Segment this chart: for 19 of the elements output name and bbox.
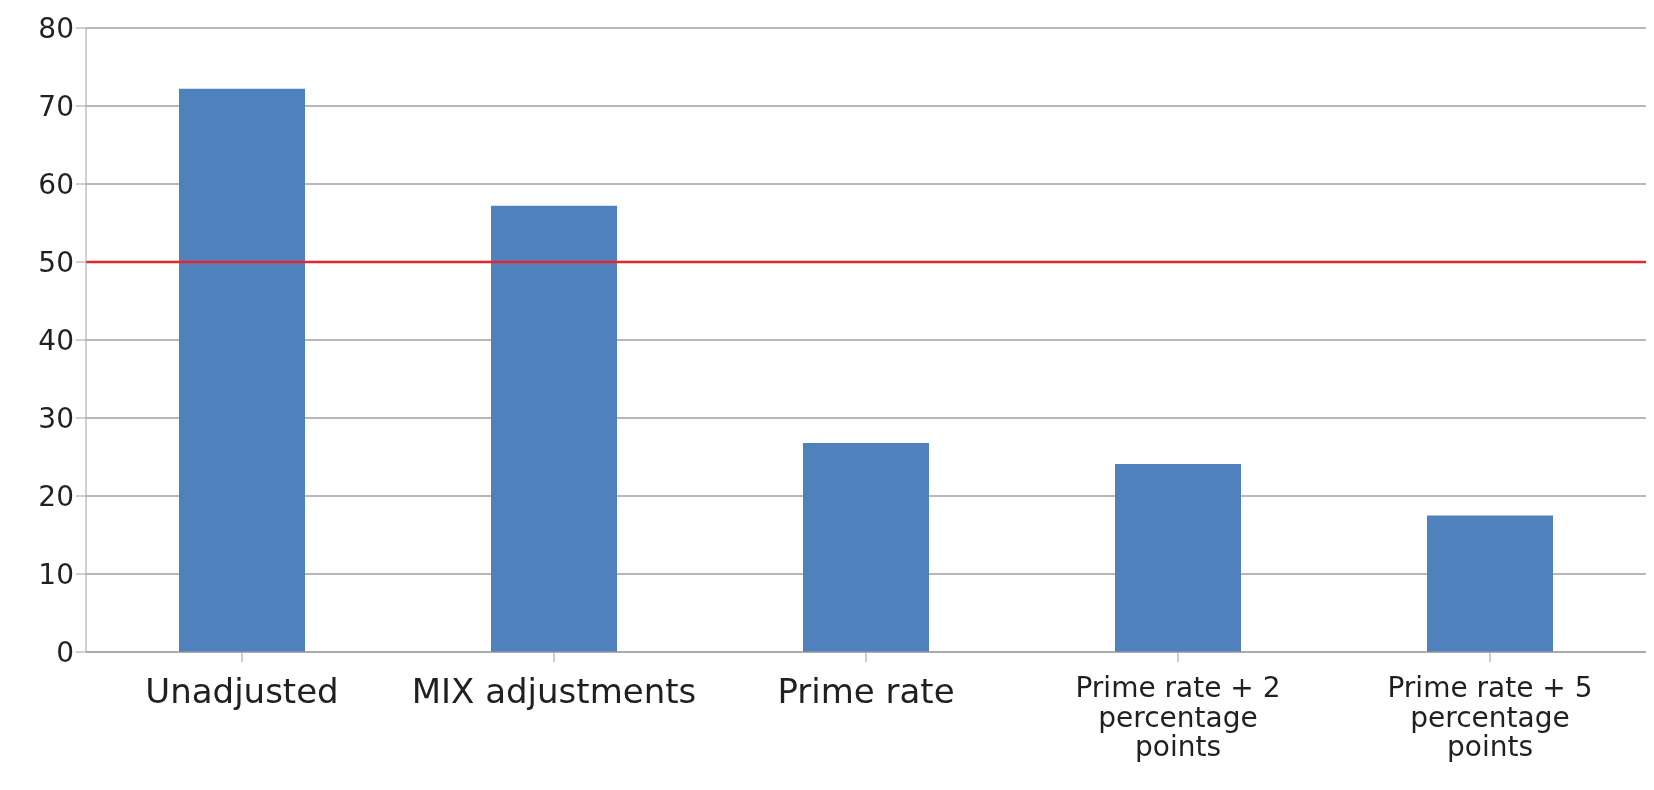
bar [803,442,929,652]
y-tick-label: 10 [38,557,74,591]
x-tick-label: Prime rate + 5 percentage points [1387,671,1593,763]
x-tick-label: Prime rate [777,670,955,711]
y-tick-label: 40 [38,323,74,357]
bar [179,88,305,652]
bar [491,205,617,652]
y-tick-label: 30 [38,401,74,435]
y-tick-label: 70 [38,89,74,123]
bar [1115,464,1241,652]
y-tick-label: 80 [38,11,74,45]
y-tick-label: 20 [38,479,74,513]
x-tick-label: MIX adjustments [411,670,697,711]
y-tick-label: 0 [56,635,74,669]
y-tick-label: 50 [38,245,74,279]
x-tick-label: Prime rate + 2 percentage points [1075,671,1281,763]
bar [1427,515,1553,652]
x-tick-label: Unadjusted [145,670,339,711]
y-tick-label: 60 [38,167,74,201]
